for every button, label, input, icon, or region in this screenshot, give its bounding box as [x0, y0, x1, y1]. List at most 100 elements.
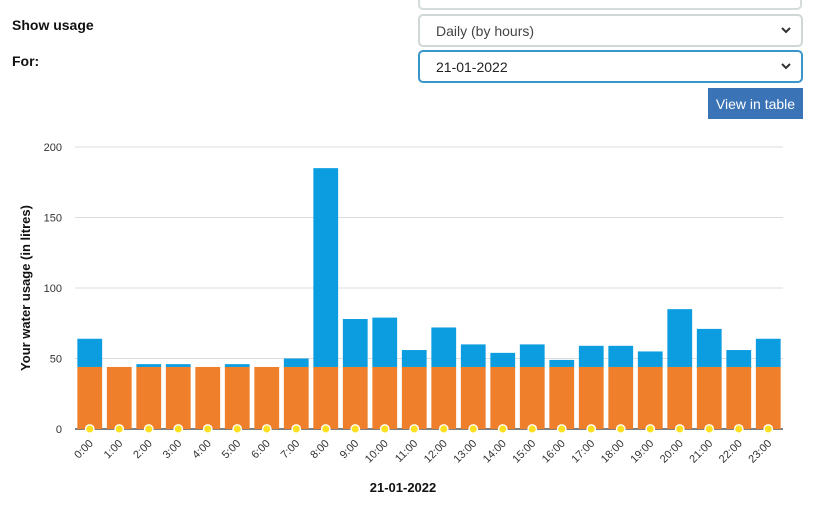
bar-base	[224, 366, 250, 429]
point-marker	[379, 424, 390, 434]
point-marker	[438, 424, 449, 434]
x-tick-label: 17:00	[569, 438, 597, 466]
date-select[interactable]: 21-01-2022	[418, 50, 803, 83]
point-marker	[733, 424, 744, 434]
point-marker	[556, 424, 567, 434]
bar-usage	[696, 328, 722, 367]
bar-usage	[726, 350, 752, 367]
point-marker	[143, 424, 154, 434]
bar-base	[578, 366, 604, 429]
point-marker	[615, 424, 626, 434]
x-tick-label: 15:00	[510, 438, 538, 466]
point-marker	[291, 424, 302, 434]
x-tick-label: 6:00	[249, 438, 273, 462]
x-tick-label: 14:00	[481, 438, 509, 466]
bar-base	[313, 366, 339, 429]
x-tick-label: 22:00	[717, 438, 745, 466]
bar-base	[637, 366, 663, 429]
point-marker	[645, 424, 656, 434]
bar-usage	[165, 364, 191, 367]
bar-base	[549, 366, 575, 429]
bar-base	[460, 366, 486, 429]
bar-usage	[519, 344, 545, 367]
show-usage-label: Show usage	[12, 17, 94, 33]
period-select[interactable]: Daily (by hours)	[418, 14, 803, 47]
bar-usage	[578, 345, 604, 367]
bar-usage	[608, 345, 634, 367]
point-marker	[114, 424, 125, 434]
bar-base	[755, 366, 781, 429]
x-tick-label: 13:00	[451, 438, 479, 466]
bar-base	[431, 366, 457, 429]
point-marker	[763, 424, 774, 434]
point-marker	[350, 424, 361, 434]
point-marker	[320, 424, 331, 434]
bar-usage	[136, 364, 162, 367]
point-marker	[527, 424, 538, 434]
point-marker	[497, 424, 508, 434]
bar-base	[106, 366, 132, 429]
y-axis-title: Your water usage (in litres)	[18, 205, 33, 371]
bar-base	[608, 366, 634, 429]
bar-usage	[490, 352, 516, 367]
for-label: For:	[12, 53, 40, 69]
bar-base	[726, 366, 752, 429]
bar-usage	[77, 338, 103, 367]
bar-usage	[755, 338, 781, 367]
point-marker	[468, 424, 479, 434]
bar-base	[165, 366, 191, 429]
point-marker	[409, 424, 420, 434]
bar-base	[136, 366, 162, 429]
x-tick-label: 8:00	[308, 438, 332, 462]
bar-usage	[224, 364, 250, 367]
x-tick-label: 10:00	[363, 438, 391, 466]
x-tick-label: 19:00	[628, 438, 656, 466]
view-in-table-button[interactable]: View in table	[708, 88, 803, 119]
bar-usage	[283, 358, 309, 367]
bar-base	[342, 366, 368, 429]
chevron-down-icon	[781, 63, 791, 70]
period-select-value: Daily (by hours)	[436, 22, 535, 39]
point-marker	[84, 424, 95, 434]
chevron-down-icon	[781, 27, 791, 34]
x-tick-label: 1:00	[102, 438, 126, 462]
y-tick-label: 100	[44, 283, 62, 295]
point-marker	[261, 424, 272, 434]
bar-usage	[637, 351, 663, 367]
bar-base	[696, 366, 722, 429]
bar-base	[283, 366, 309, 429]
bar-base	[195, 366, 221, 429]
x-tick-label: 20:00	[658, 438, 686, 466]
bar-usage	[549, 359, 575, 367]
bar-base	[519, 366, 545, 429]
x-axis-title: 21-01-2022	[370, 480, 437, 495]
bar-base	[667, 366, 693, 429]
x-tick-label: 21:00	[687, 438, 715, 466]
y-tick-label: 200	[44, 142, 62, 154]
bar-usage	[667, 309, 693, 367]
bar-base	[254, 366, 280, 429]
x-tick-label: 18:00	[599, 438, 627, 466]
x-tick-label: 23:00	[746, 438, 774, 466]
x-tick-label: 7:00	[279, 438, 303, 462]
bar-base	[77, 366, 103, 429]
bar-base	[372, 366, 398, 429]
x-tick-label: 5:00	[220, 438, 244, 462]
point-marker	[202, 424, 213, 434]
point-marker	[586, 424, 597, 434]
bar-usage	[342, 319, 368, 367]
bar-usage	[401, 350, 427, 367]
bar-usage	[372, 317, 398, 367]
hidden-top-select[interactable]	[418, 0, 802, 10]
point-marker	[704, 424, 715, 434]
y-tick-label: 150	[44, 213, 62, 225]
x-tick-label: 16:00	[540, 438, 568, 466]
x-tick-label: 0:00	[72, 438, 96, 462]
bar-base	[401, 366, 427, 429]
x-tick-label: 3:00	[161, 438, 185, 462]
bar-base	[490, 366, 516, 429]
point-marker	[173, 424, 184, 434]
bar-usage	[313, 168, 339, 367]
bar-usage	[460, 344, 486, 367]
x-tick-label: 2:00	[131, 438, 155, 462]
